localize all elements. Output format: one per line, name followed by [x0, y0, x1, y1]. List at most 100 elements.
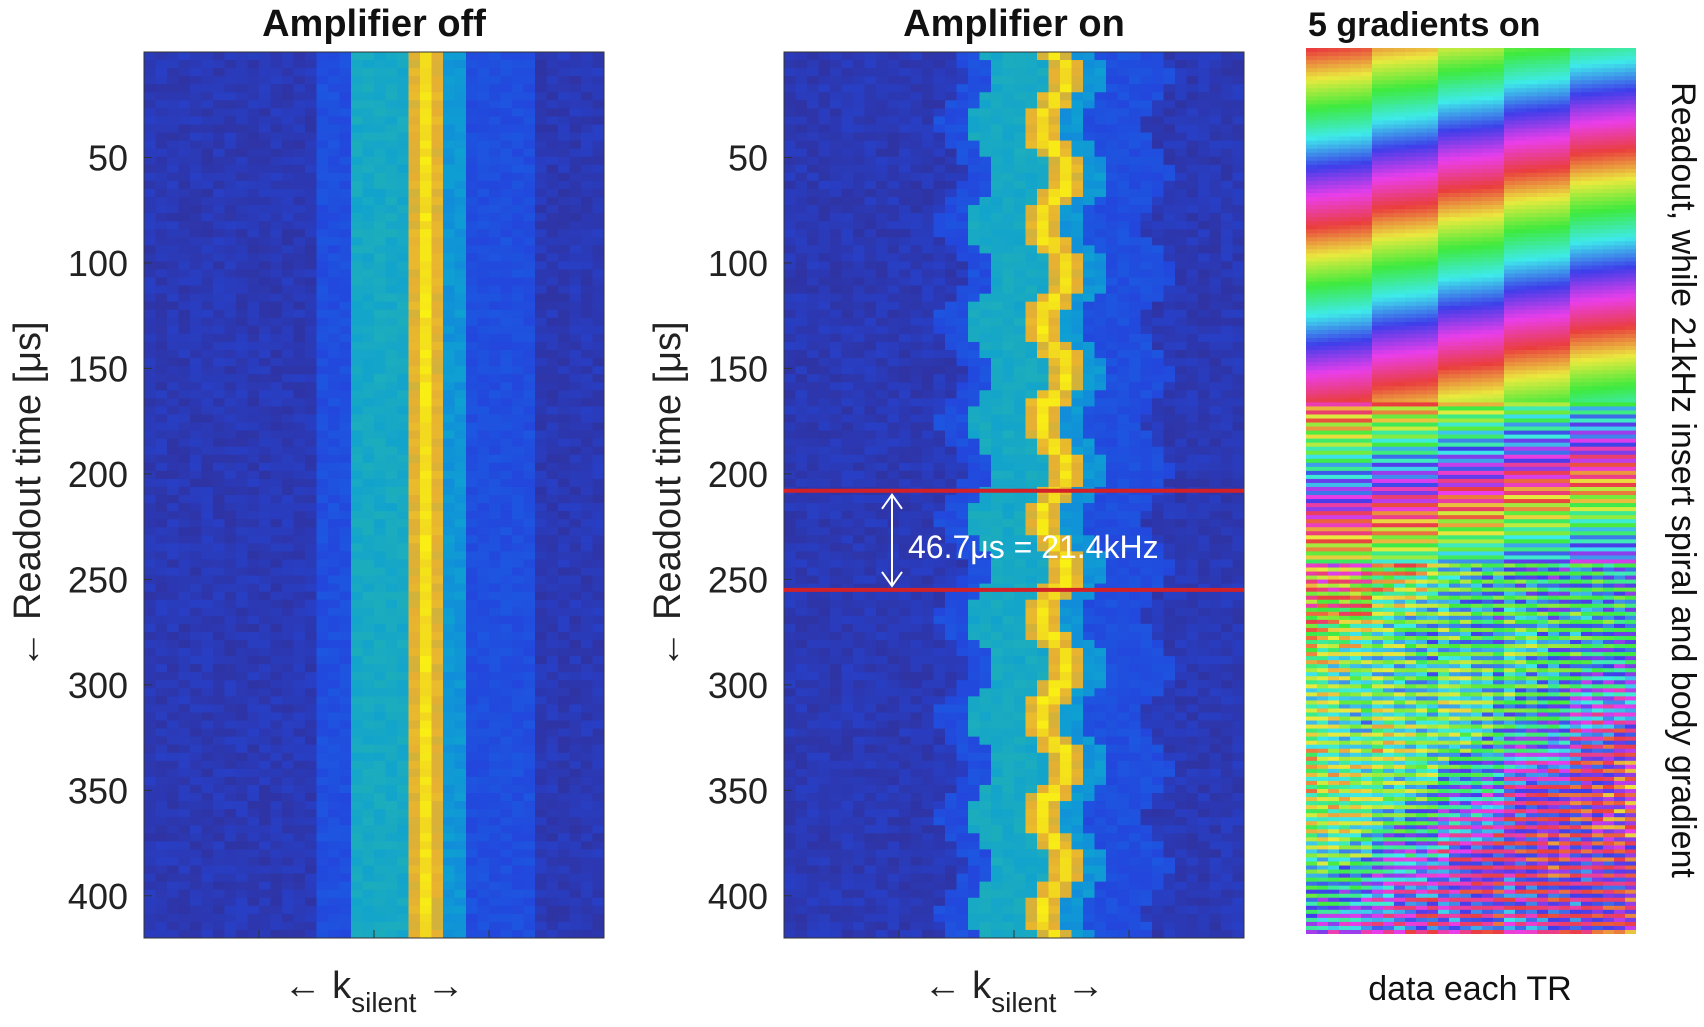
heatmap-cell [385, 527, 398, 536]
heatmap-cell [282, 543, 295, 552]
heatmap-cell [933, 124, 946, 134]
heatmap-cell [1209, 60, 1222, 69]
heatmap-cell [213, 140, 226, 150]
heatmap-cell [224, 744, 237, 754]
heatmap-cell [190, 398, 203, 407]
heatmap-cell [144, 543, 157, 552]
heatmap-cell [270, 229, 283, 238]
heatmap-cell [259, 704, 272, 714]
heatmap-cell [569, 752, 582, 762]
heatmap-cell [282, 124, 295, 134]
heatmap-cell [408, 148, 421, 158]
heatmap-cell [328, 301, 341, 311]
heatmap-cell [466, 180, 479, 190]
heatmap-cell [466, 52, 479, 61]
heatmap-cell [408, 784, 421, 794]
heatmap-cell [362, 108, 375, 118]
y-tick-label: 350 [68, 770, 128, 811]
heatmap-cell [293, 599, 306, 609]
heatmap-cell [581, 575, 594, 585]
heatmap-cell [144, 454, 157, 464]
heatmap-cell [224, 309, 237, 319]
heatmap-cell [270, 929, 283, 938]
heatmap-cell [201, 285, 214, 295]
heatmap-cell [236, 140, 249, 150]
heatmap-cell [224, 712, 237, 722]
y-tick-label: 100 [68, 243, 128, 284]
heatmap-cell [339, 358, 352, 367]
heatmap-cell [592, 793, 604, 802]
heatmap-cell [305, 470, 318, 480]
heatmap-cell [259, 60, 272, 69]
heatmap-cell [443, 672, 456, 681]
heatmap-cell [512, 196, 525, 206]
heatmap-cell [431, 116, 444, 126]
heatmap-cell [144, 873, 157, 883]
heatmap-cell [282, 720, 295, 730]
heatmap-cell [408, 728, 421, 738]
heatmap-cell [374, 535, 387, 544]
heatmap-cell [385, 736, 398, 746]
heatmap-cell [420, 889, 433, 899]
heatmap-cell [956, 132, 969, 142]
heatmap-cell [247, 672, 260, 681]
heatmap-cell [236, 68, 249, 77]
heatmap-cell [466, 712, 479, 722]
heatmap-cell [818, 164, 831, 174]
heatmap-cell [144, 148, 157, 158]
heatmap-cell [305, 52, 318, 61]
heatmap-cell [270, 841, 283, 850]
heatmap-cell [512, 253, 525, 263]
heatmap-cell [1083, 52, 1096, 61]
heatmap-cell [408, 277, 421, 287]
heatmap-cell [500, 382, 513, 391]
heatmap-cell [581, 503, 594, 512]
heatmap-cell [443, 841, 456, 850]
heatmap-cell [500, 188, 513, 198]
heatmap-cell [512, 333, 525, 343]
heatmap-cell [512, 543, 525, 552]
heatmap-cell [1232, 84, 1244, 93]
heatmap-cell [489, 108, 502, 118]
heatmap-cell [144, 889, 157, 899]
heatmap-cell [247, 253, 260, 263]
heatmap-cell [523, 422, 536, 432]
heatmap-cell [144, 76, 157, 85]
heatmap-cell [523, 825, 536, 834]
heatmap-cell [236, 865, 249, 875]
heatmap-cell [374, 833, 387, 842]
heatmap-cell [420, 245, 433, 254]
heatmap-cell [1025, 116, 1038, 126]
heatmap-cell [408, 124, 421, 134]
heatmap-cell [558, 527, 571, 536]
heatmap-cell [178, 301, 191, 311]
heatmap-cell [420, 712, 433, 722]
heatmap-cell [477, 92, 490, 101]
heatmap-cell [546, 221, 559, 230]
heatmap-cell [569, 921, 582, 931]
heatmap-cell [224, 132, 237, 142]
heatmap-cell [247, 293, 260, 303]
heatmap-cell [546, 422, 559, 432]
heatmap-cell [144, 841, 157, 850]
heatmap-cell [178, 341, 191, 351]
heatmap-cell [546, 623, 559, 633]
heatmap-cell [201, 293, 214, 303]
heatmap-cell [328, 237, 341, 246]
heatmap-cell [247, 825, 260, 834]
heatmap-cell [316, 495, 329, 504]
heatmap-cell [155, 470, 168, 480]
heatmap-cell [558, 817, 571, 826]
heatmap-cell [397, 374, 410, 383]
heatmap-cell [351, 801, 364, 810]
heatmap-cell [546, 728, 559, 738]
heatmap-cell [454, 253, 467, 263]
heatmap-cell [385, 511, 398, 520]
heatmap-cell [1140, 60, 1153, 69]
heatmap-cell [190, 704, 203, 714]
heatmap-cell [236, 237, 249, 246]
heatmap-cell [489, 52, 502, 61]
heatmap-cell [155, 784, 168, 794]
heatmap-cell [569, 929, 582, 938]
heatmap-cell [512, 776, 525, 786]
